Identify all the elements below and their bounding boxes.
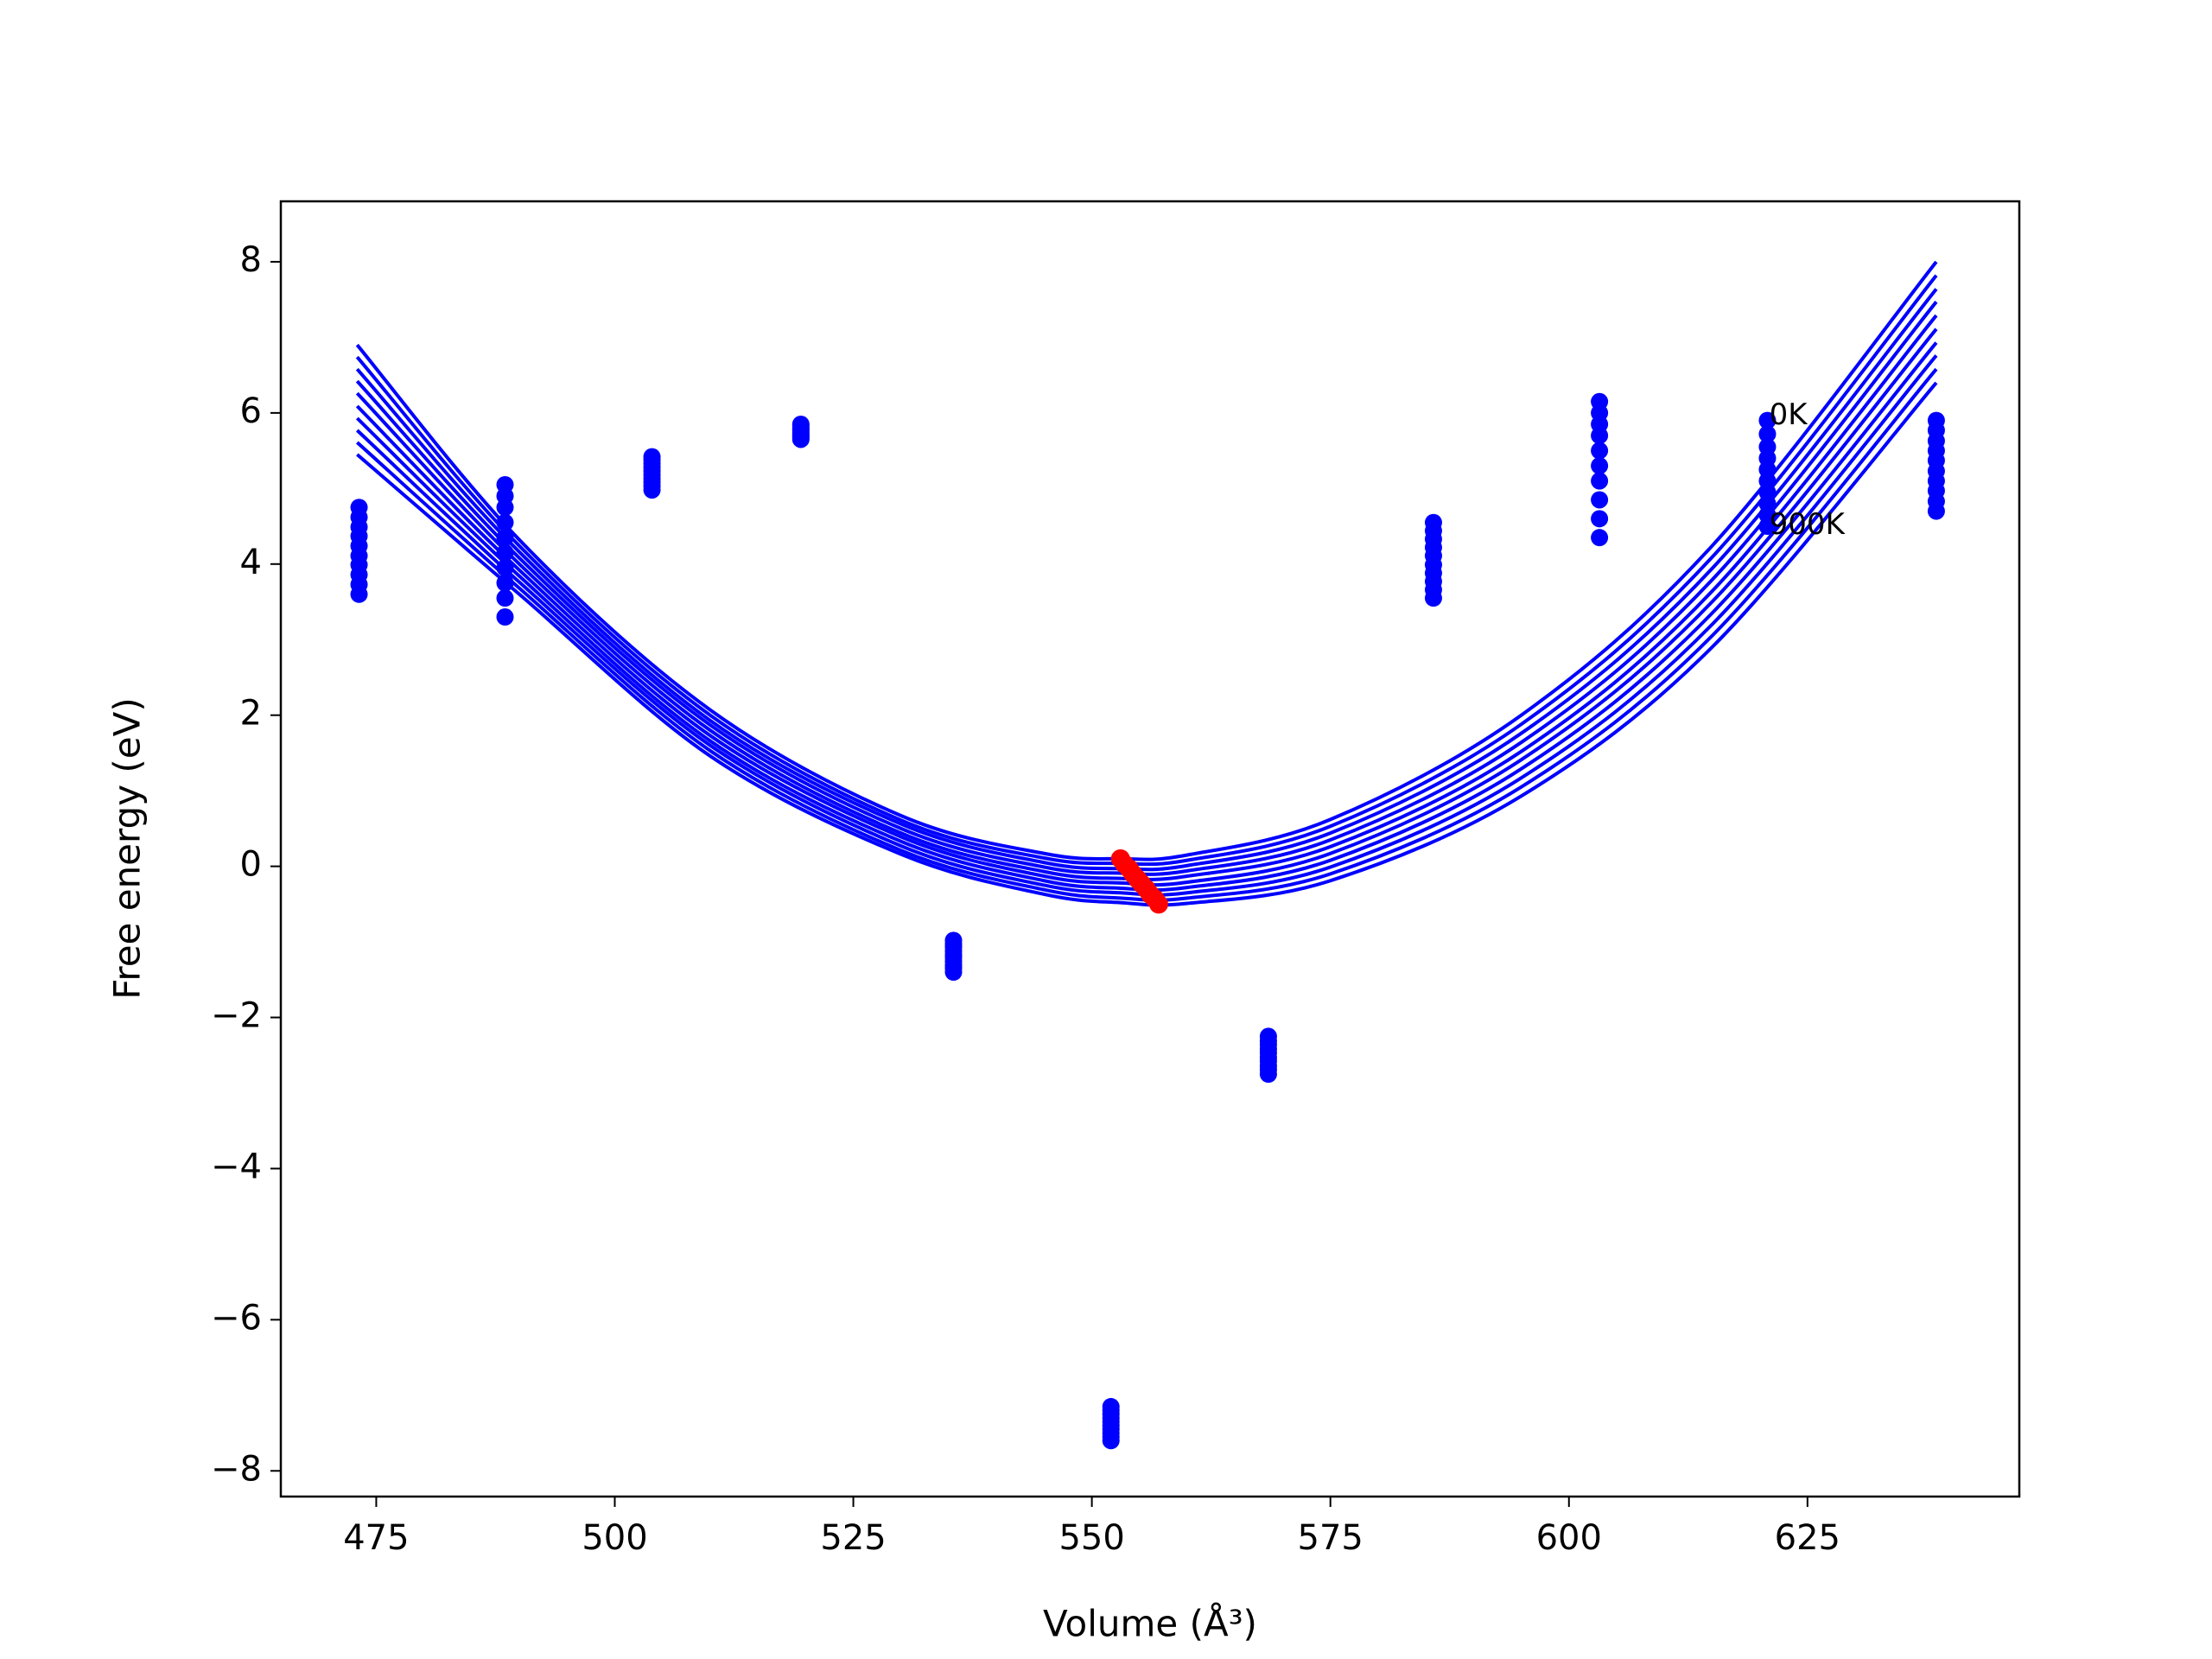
x-tick-label: 550 (1058, 1518, 1124, 1558)
y-tick-label: 6 (240, 391, 262, 431)
data-point (496, 608, 514, 626)
y-tick-label: 8 (240, 240, 262, 280)
y-tick-label: 2 (240, 694, 262, 734)
y-tick-label: 0 (240, 845, 262, 885)
x-tick-label: 600 (1536, 1518, 1602, 1558)
data-point (1259, 1027, 1277, 1046)
data-point (496, 543, 514, 562)
data-point (1148, 894, 1168, 914)
free-energy-curve (356, 381, 1938, 907)
x-tick-label: 575 (1298, 1518, 1363, 1558)
free-energy-curve (355, 288, 1938, 872)
data-point (1424, 513, 1442, 531)
y-tick-label: −4 (211, 1147, 262, 1186)
x-tick-label: 475 (343, 1518, 409, 1558)
y-axis-label: Free energy (eV) (106, 697, 149, 1000)
data-point (496, 475, 514, 493)
annotation: 900K (1770, 507, 1847, 542)
data-point (643, 448, 661, 466)
data-point (496, 513, 514, 531)
x-tick-label: 625 (1775, 1518, 1840, 1558)
data-point (1102, 1397, 1120, 1415)
data-point (496, 574, 514, 592)
x-tick-label: 525 (820, 1518, 886, 1558)
x-axis-label: Volume (Å³) (1043, 1602, 1257, 1645)
data-point (1927, 411, 1945, 429)
y-tick-label: −2 (211, 996, 262, 1036)
data-point (1591, 472, 1609, 490)
plot-frame (279, 200, 2021, 1498)
data-point (944, 931, 963, 950)
data-point (1591, 457, 1609, 475)
free-energy-curve (355, 354, 1938, 897)
x-tick-label: 500 (582, 1518, 647, 1558)
data-point (350, 499, 368, 517)
data-point (1758, 411, 1777, 429)
data-point (1591, 392, 1609, 410)
data-point (1758, 425, 1777, 443)
free-energy-curve (356, 367, 1938, 902)
free-energy-curve (355, 314, 1938, 881)
y-tick-label: −6 (211, 1298, 262, 1338)
data-point (1591, 529, 1609, 547)
data-point (1591, 510, 1609, 528)
data-point (1591, 442, 1609, 460)
y-tick-label: −8 (211, 1449, 262, 1489)
data-point (496, 529, 514, 547)
data-point (496, 559, 514, 577)
annotation: 0K (1770, 397, 1809, 432)
free-energy-curve (355, 274, 1938, 867)
data-point (496, 589, 514, 607)
y-tick-label: 4 (240, 543, 262, 582)
free-energy-curve (355, 341, 1938, 893)
free-energy-curve (355, 301, 1938, 876)
free-energy-curve (355, 260, 1938, 861)
data-point (1758, 438, 1777, 456)
data-point (791, 415, 810, 433)
free-energy-curve (355, 327, 1938, 887)
data-point (1591, 491, 1609, 509)
